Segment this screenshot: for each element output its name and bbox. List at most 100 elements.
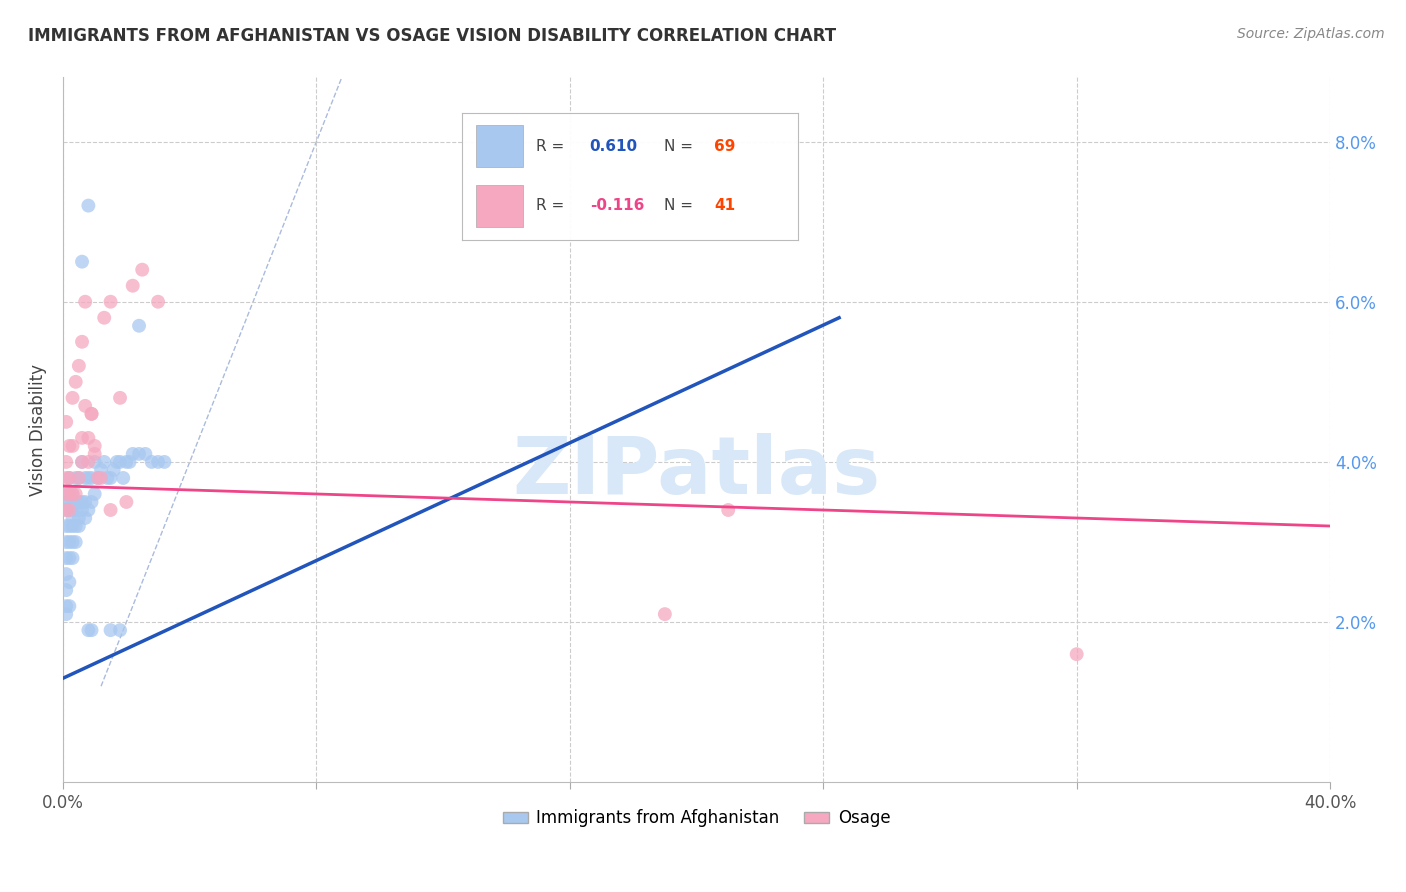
Point bbox=[62, 487, 84, 501]
Point bbox=[77, 503, 100, 517]
Point bbox=[70, 503, 93, 517]
Point bbox=[654, 607, 676, 621]
Point bbox=[80, 495, 103, 509]
Point bbox=[62, 487, 84, 501]
Point bbox=[55, 415, 77, 429]
Point bbox=[55, 455, 77, 469]
Point bbox=[58, 495, 80, 509]
Point bbox=[131, 262, 153, 277]
Point bbox=[67, 519, 90, 533]
Point bbox=[55, 503, 77, 517]
Point bbox=[83, 487, 105, 501]
Point bbox=[65, 471, 87, 485]
Point bbox=[62, 495, 84, 509]
Text: ZIPatlas: ZIPatlas bbox=[512, 434, 880, 511]
Y-axis label: Vision Disability: Vision Disability bbox=[30, 364, 46, 496]
Point bbox=[55, 495, 77, 509]
Point bbox=[62, 439, 84, 453]
Point bbox=[90, 471, 112, 485]
Legend: Immigrants from Afghanistan, Osage: Immigrants from Afghanistan, Osage bbox=[496, 803, 897, 834]
Point bbox=[62, 503, 84, 517]
Point bbox=[65, 487, 87, 501]
Point bbox=[100, 294, 122, 309]
Point bbox=[58, 503, 80, 517]
Point bbox=[80, 623, 103, 637]
Point bbox=[77, 623, 100, 637]
Point bbox=[67, 471, 90, 485]
Point bbox=[75, 294, 97, 309]
Point bbox=[55, 567, 77, 582]
Point bbox=[55, 487, 77, 501]
Point bbox=[62, 511, 84, 525]
Point bbox=[100, 623, 122, 637]
Point bbox=[58, 551, 80, 566]
Point bbox=[58, 487, 80, 501]
Point bbox=[58, 487, 80, 501]
Point bbox=[55, 487, 77, 501]
Point bbox=[67, 359, 90, 373]
Point bbox=[121, 447, 143, 461]
Text: IMMIGRANTS FROM AFGHANISTAN VS OSAGE VISION DISABILITY CORRELATION CHART: IMMIGRANTS FROM AFGHANISTAN VS OSAGE VIS… bbox=[28, 27, 837, 45]
Point bbox=[58, 575, 80, 590]
Point bbox=[55, 599, 77, 614]
Point bbox=[77, 198, 100, 212]
Point bbox=[70, 254, 93, 268]
Point bbox=[75, 511, 97, 525]
Point bbox=[141, 455, 163, 469]
Point bbox=[70, 455, 93, 469]
Point bbox=[128, 447, 150, 461]
Point bbox=[121, 278, 143, 293]
Point bbox=[100, 503, 122, 517]
Point bbox=[112, 471, 135, 485]
Point bbox=[105, 455, 128, 469]
Point bbox=[108, 623, 131, 637]
Point bbox=[93, 310, 115, 325]
Point bbox=[77, 471, 100, 485]
Point bbox=[58, 471, 80, 485]
Point bbox=[70, 431, 93, 445]
Point bbox=[146, 294, 169, 309]
Point bbox=[58, 503, 80, 517]
Point bbox=[90, 463, 112, 477]
Point bbox=[62, 535, 84, 549]
Point bbox=[55, 471, 77, 485]
Point bbox=[75, 495, 97, 509]
Point bbox=[87, 471, 110, 485]
Point bbox=[118, 455, 141, 469]
Point bbox=[65, 495, 87, 509]
Point bbox=[55, 503, 77, 517]
Point bbox=[70, 455, 93, 469]
Text: Source: ZipAtlas.com: Source: ZipAtlas.com bbox=[1237, 27, 1385, 41]
Point bbox=[62, 391, 84, 405]
Point bbox=[108, 455, 131, 469]
Point bbox=[108, 391, 131, 405]
Point bbox=[70, 495, 93, 509]
Point bbox=[80, 471, 103, 485]
Point bbox=[96, 471, 118, 485]
Point bbox=[100, 471, 122, 485]
Point bbox=[55, 535, 77, 549]
Point bbox=[83, 447, 105, 461]
Point bbox=[134, 447, 156, 461]
Point bbox=[83, 455, 105, 469]
Point bbox=[55, 583, 77, 598]
Point bbox=[115, 495, 138, 509]
Point bbox=[58, 599, 80, 614]
Point bbox=[717, 503, 740, 517]
Point bbox=[65, 375, 87, 389]
Point bbox=[103, 463, 125, 477]
Point bbox=[80, 407, 103, 421]
Point bbox=[65, 503, 87, 517]
Point bbox=[128, 318, 150, 333]
Point bbox=[1066, 647, 1088, 661]
Point bbox=[77, 431, 100, 445]
Point bbox=[115, 455, 138, 469]
Point bbox=[93, 455, 115, 469]
Point bbox=[62, 551, 84, 566]
Point bbox=[77, 455, 100, 469]
Point bbox=[67, 471, 90, 485]
Point bbox=[58, 519, 80, 533]
Point bbox=[55, 519, 77, 533]
Point bbox=[55, 607, 77, 621]
Point bbox=[58, 471, 80, 485]
